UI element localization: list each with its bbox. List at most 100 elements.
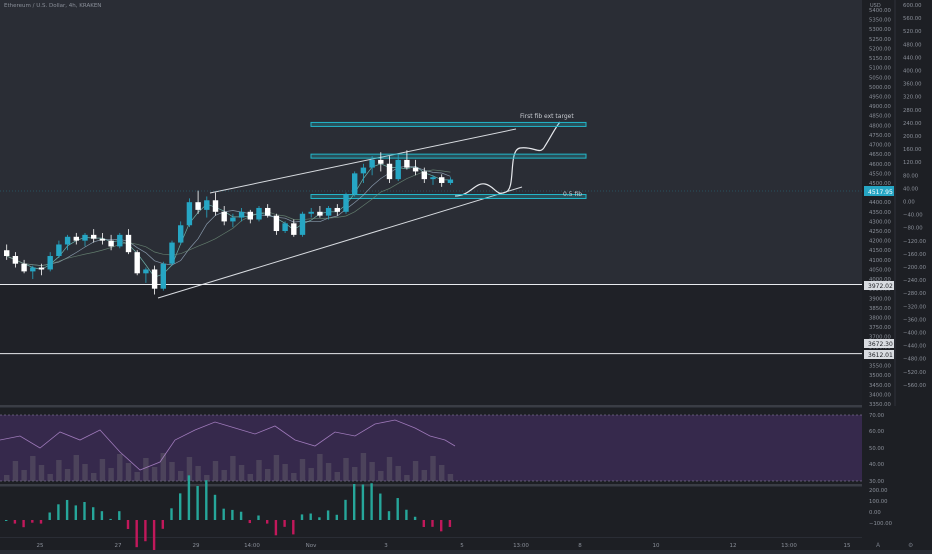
candle-body[interactable] bbox=[178, 225, 184, 243]
level-tag-3 bbox=[864, 350, 894, 359]
candle-body[interactable] bbox=[108, 240, 114, 247]
candle-body[interactable] bbox=[125, 234, 132, 253]
candle-body[interactable] bbox=[38, 267, 45, 270]
price-tick: 4250.00 bbox=[869, 229, 892, 235]
corner-controls[interactable]: A ⚙ bbox=[876, 542, 913, 549]
candle-body[interactable] bbox=[352, 173, 358, 195]
histogram-bar bbox=[92, 507, 95, 520]
candle-body[interactable] bbox=[221, 211, 227, 222]
channel-lower-line bbox=[157, 186, 523, 299]
price-tick: 4350.00 bbox=[869, 210, 892, 216]
candle-body[interactable] bbox=[195, 202, 201, 210]
histogram-bar bbox=[396, 498, 399, 520]
candle-body[interactable] bbox=[134, 252, 140, 274]
time-tick: 13:00 bbox=[781, 543, 797, 549]
candle-body[interactable] bbox=[273, 215, 280, 232]
candle-body[interactable] bbox=[299, 213, 306, 235]
time-axis[interactable]: 25 27 29 14:00 Nov 3 5 13:00 8 10 12 13:00 15 bbox=[37, 543, 851, 549]
candle-body[interactable] bbox=[30, 267, 36, 272]
lower-main-shade bbox=[0, 285, 862, 405]
histogram-bar bbox=[170, 508, 173, 520]
price-tick: 5250.00 bbox=[869, 37, 892, 43]
histogram-tick: 200.00 bbox=[869, 488, 888, 494]
time-tick: Nov bbox=[306, 543, 317, 549]
candle-body[interactable] bbox=[151, 269, 158, 289]
fib-box[interactable] bbox=[310, 194, 587, 200]
candle-body[interactable] bbox=[317, 211, 323, 216]
candle-body[interactable] bbox=[282, 223, 288, 232]
candle-body[interactable] bbox=[421, 171, 427, 180]
price-tick: 3900.00 bbox=[869, 296, 892, 302]
candle-body[interactable] bbox=[247, 211, 253, 220]
fib-box[interactable] bbox=[310, 121, 587, 127]
candle-body[interactable] bbox=[238, 211, 245, 218]
volume-bar bbox=[125, 463, 132, 481]
candle-body[interactable] bbox=[291, 223, 297, 235]
volume-bar bbox=[195, 466, 201, 481]
candle-body[interactable] bbox=[395, 159, 401, 180]
candle-body[interactable] bbox=[21, 263, 27, 272]
secondary-tick: −280.00 bbox=[903, 291, 927, 297]
candle-body[interactable] bbox=[169, 242, 175, 264]
moving-averages bbox=[6, 163, 451, 278]
secondary-tick: 320.00 bbox=[903, 95, 922, 101]
fib-box[interactable] bbox=[310, 153, 587, 159]
candle-body[interactable] bbox=[186, 202, 193, 226]
candle-body[interactable] bbox=[230, 217, 236, 222]
volume-bar bbox=[12, 461, 19, 481]
price-tick: 5200.00 bbox=[869, 46, 892, 52]
candle-body[interactable] bbox=[360, 167, 367, 174]
candle-body[interactable] bbox=[430, 177, 436, 180]
volume-bar bbox=[386, 457, 393, 481]
candle-body[interactable] bbox=[308, 211, 314, 214]
price-tick: 3400.00 bbox=[869, 392, 892, 398]
candle-body[interactable] bbox=[64, 236, 71, 245]
time-tick: 3 bbox=[384, 543, 388, 549]
fib-boxes[interactable] bbox=[310, 121, 587, 200]
candle-body[interactable] bbox=[265, 207, 271, 216]
gear-icon[interactable]: ⚙ bbox=[908, 542, 913, 549]
histogram-bar bbox=[274, 520, 278, 536]
histogram-bar bbox=[126, 520, 130, 529]
candle-body[interactable] bbox=[256, 207, 262, 220]
candle-body[interactable] bbox=[369, 159, 375, 168]
secondary-axis[interactable]: 600.00 560.00 520.00 480.00 440.00 400.00 360.… bbox=[903, 3, 927, 389]
candle-body[interactable] bbox=[212, 200, 219, 212]
rsi-axis[interactable]: 70.00 60.00 50.00 40.00 30.00 bbox=[869, 413, 885, 485]
candle-body[interactable] bbox=[378, 159, 384, 164]
candle-body[interactable] bbox=[439, 177, 445, 183]
current-price-tag bbox=[864, 186, 894, 196]
price-tick: 4050.00 bbox=[869, 267, 892, 273]
candle-body[interactable] bbox=[12, 256, 19, 264]
candle-body[interactable] bbox=[325, 207, 332, 216]
candle-body[interactable] bbox=[56, 244, 62, 257]
candle-body[interactable] bbox=[160, 263, 166, 289]
candle-body[interactable] bbox=[343, 194, 349, 212]
candle-body[interactable] bbox=[386, 163, 393, 180]
candle-body[interactable] bbox=[334, 207, 340, 212]
histogram-bar bbox=[109, 518, 112, 520]
secondary-tick: 200.00 bbox=[903, 134, 922, 140]
candle-body[interactable] bbox=[143, 269, 149, 274]
candle-body[interactable] bbox=[117, 234, 123, 247]
candle-body[interactable] bbox=[73, 236, 79, 241]
histogram-bar bbox=[387, 511, 391, 520]
auto-button[interactable]: A bbox=[876, 542, 881, 549]
candle-body[interactable] bbox=[91, 234, 97, 239]
candle-body[interactable] bbox=[412, 167, 419, 172]
candle-body[interactable] bbox=[47, 256, 53, 270]
candle-body[interactable] bbox=[4, 250, 10, 257]
horizontal-levels[interactable] bbox=[0, 283, 862, 355]
axis-panel-bg bbox=[862, 0, 932, 550]
candle-body[interactable] bbox=[99, 238, 106, 241]
candle-body[interactable] bbox=[404, 159, 410, 168]
candle-body[interactable] bbox=[204, 200, 210, 210]
price-tick: 4400.00 bbox=[869, 200, 892, 206]
candle-body[interactable] bbox=[447, 179, 454, 183]
time-axis-bg bbox=[0, 538, 862, 550]
candle-body[interactable] bbox=[82, 234, 88, 241]
candles[interactable] bbox=[4, 150, 454, 295]
histogram-axis[interactable]: 200.00 100.00 0.00 −100.00 bbox=[869, 488, 893, 527]
